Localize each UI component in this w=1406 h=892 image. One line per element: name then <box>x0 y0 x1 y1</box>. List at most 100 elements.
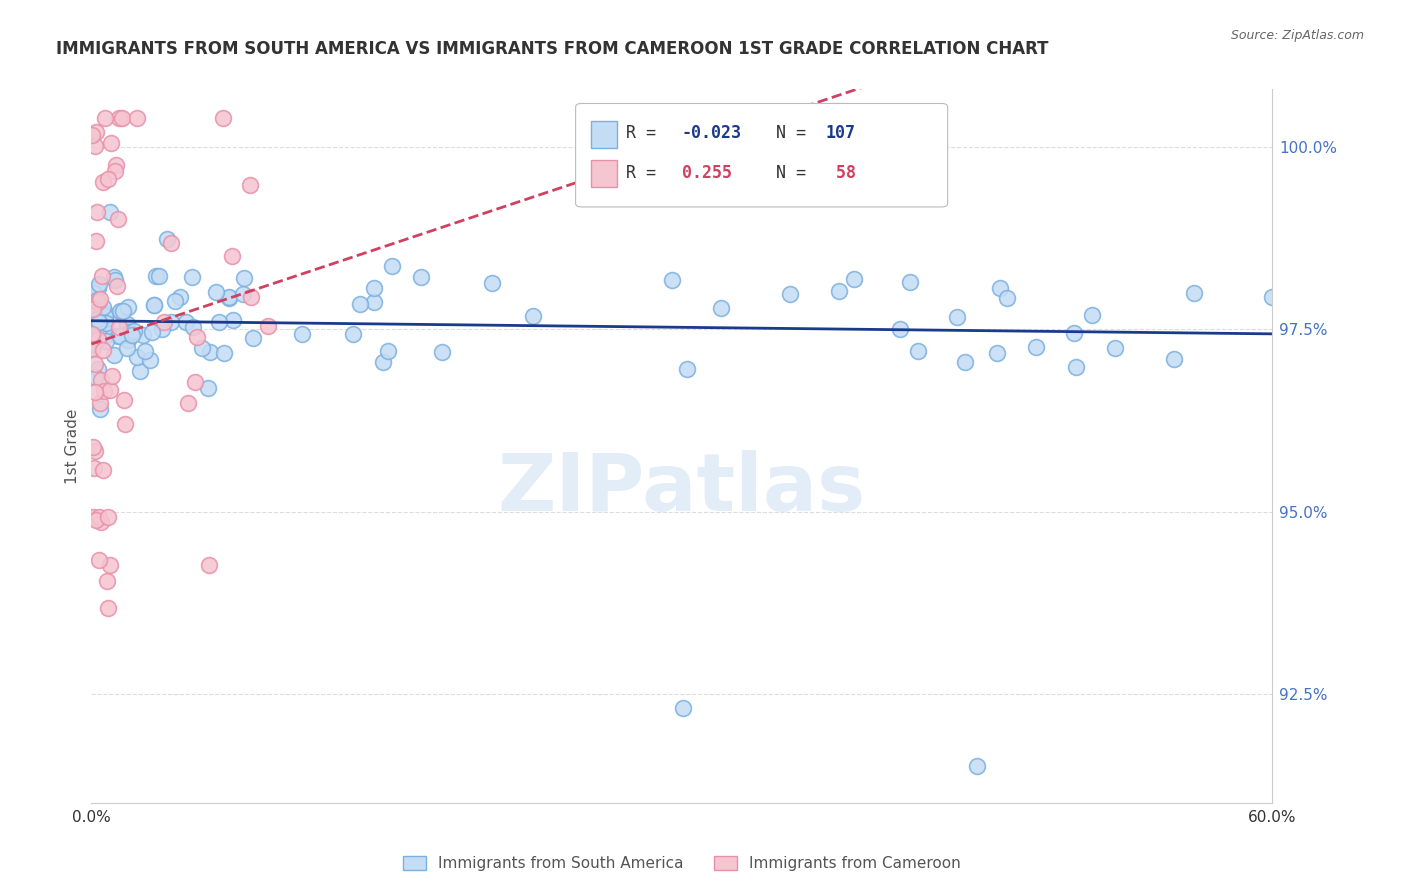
Point <box>93 384 115 399</box>
Point <box>82 336 104 351</box>
Point <box>89 293 111 307</box>
Point <box>186 330 208 344</box>
Point <box>291 327 314 342</box>
Point <box>110 329 132 343</box>
Point <box>779 287 801 301</box>
Point <box>100 136 122 151</box>
Point <box>98 383 121 397</box>
Text: R =: R = <box>627 164 666 182</box>
Point <box>481 276 503 290</box>
Point <box>87 295 110 310</box>
Point <box>1025 340 1047 354</box>
Point <box>111 304 134 318</box>
Point <box>995 291 1018 305</box>
Point <box>145 269 167 284</box>
Point <box>143 298 166 312</box>
Point <box>1104 341 1126 355</box>
Text: R =: R = <box>627 125 666 143</box>
Point <box>90 373 112 387</box>
Point <box>363 294 385 309</box>
Point <box>89 299 111 313</box>
Point <box>82 341 104 355</box>
Point <box>671 701 693 715</box>
Y-axis label: 1st Grade: 1st Grade <box>65 409 80 483</box>
Point <box>117 317 139 331</box>
Text: Source: ZipAtlas.com: Source: ZipAtlas.com <box>1230 29 1364 42</box>
Bar <box>591 160 617 187</box>
Point <box>91 343 114 358</box>
Point <box>91 463 114 477</box>
Point <box>91 175 114 189</box>
Point <box>134 344 156 359</box>
Point <box>89 402 111 417</box>
Point <box>96 574 118 589</box>
Point <box>104 163 127 178</box>
Point <box>82 325 104 339</box>
FancyBboxPatch shape <box>575 103 948 207</box>
Point <box>82 128 104 142</box>
Point <box>141 325 163 339</box>
Point <box>132 328 155 343</box>
Point <box>139 352 162 367</box>
Point <box>98 204 121 219</box>
Text: 0.255: 0.255 <box>682 164 733 182</box>
Point <box>82 510 104 524</box>
Point <box>103 270 125 285</box>
Point <box>1163 352 1185 367</box>
Point <box>87 332 110 346</box>
Point <box>239 289 262 303</box>
Point <box>90 329 112 343</box>
Point <box>159 315 181 329</box>
Point <box>117 333 139 347</box>
Point <box>1063 326 1085 340</box>
Point <box>198 345 221 359</box>
Point <box>97 171 120 186</box>
Point <box>97 510 120 524</box>
Point <box>1064 360 1087 375</box>
Point <box>211 112 233 126</box>
Point <box>98 558 121 572</box>
Point <box>239 178 262 193</box>
Point <box>153 315 176 329</box>
Point <box>1182 286 1205 301</box>
Point <box>122 324 145 338</box>
Point <box>177 396 200 410</box>
Point <box>83 139 105 153</box>
Point <box>86 293 108 307</box>
Point <box>844 272 866 286</box>
Point <box>108 112 131 126</box>
Point <box>381 260 404 274</box>
Text: -0.023: -0.023 <box>682 125 742 143</box>
Point <box>898 276 921 290</box>
Point <box>966 759 988 773</box>
Point <box>198 558 221 573</box>
Text: IMMIGRANTS FROM SOUTH AMERICA VS IMMIGRANTS FROM CAMEROON 1ST GRADE CORRELATION : IMMIGRANTS FROM SOUTH AMERICA VS IMMIGRA… <box>56 40 1049 58</box>
Point <box>212 346 235 360</box>
Point <box>84 370 107 384</box>
Point <box>232 270 254 285</box>
Point <box>89 277 111 292</box>
Point <box>107 329 129 343</box>
Point <box>108 304 131 318</box>
Point <box>87 281 110 295</box>
Point <box>661 272 683 286</box>
Point <box>94 334 117 348</box>
Point <box>181 269 204 284</box>
Point <box>103 348 125 362</box>
Point <box>710 301 733 316</box>
Point <box>222 312 245 326</box>
Point <box>104 158 127 172</box>
Point <box>256 318 278 333</box>
Text: N =: N = <box>776 164 817 182</box>
Point <box>82 342 104 356</box>
Point <box>101 369 124 384</box>
Point <box>84 513 107 527</box>
Point <box>828 285 851 299</box>
Point <box>169 290 191 304</box>
Point <box>988 281 1011 295</box>
Point <box>115 328 138 343</box>
Point <box>121 327 143 342</box>
Point <box>986 346 1008 360</box>
Text: 58: 58 <box>825 164 856 182</box>
Point <box>184 375 207 389</box>
